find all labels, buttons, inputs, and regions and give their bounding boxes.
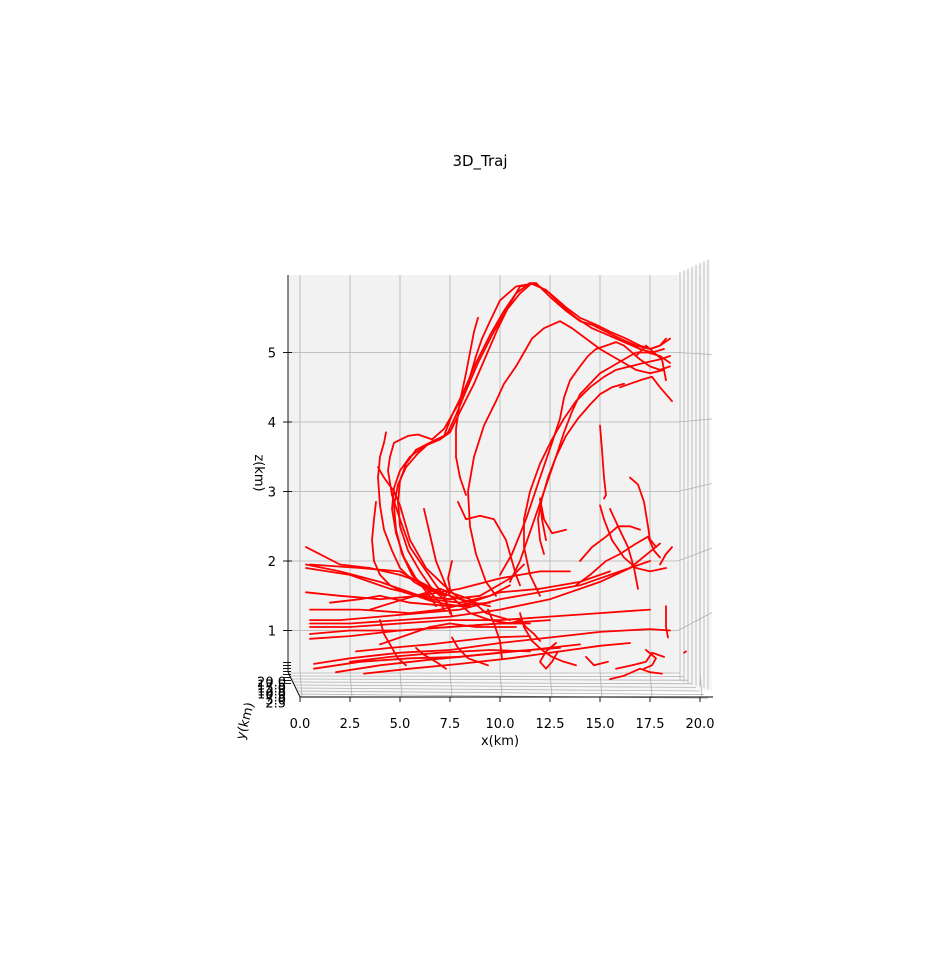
side-pane <box>678 260 712 690</box>
y-floor-grid-line <box>298 693 709 699</box>
trajectory-line <box>647 535 661 559</box>
trajectory-line <box>335 643 581 674</box>
trajectory-line <box>615 651 665 670</box>
chart-title: 3D_Traj <box>452 152 507 171</box>
trajectory-line <box>585 656 609 667</box>
trajectory-line <box>363 642 631 675</box>
trajectory-line <box>487 608 503 660</box>
z-tick-label: 2 <box>268 555 276 570</box>
trajectory-line <box>519 612 577 667</box>
trajectory-line <box>355 635 531 653</box>
trajectory-line <box>499 341 671 576</box>
x-tick-label: 17.5 <box>636 717 665 732</box>
y-tick-label: 17.5 <box>257 679 286 694</box>
trajectory-line <box>309 542 661 625</box>
y-axis-label: y(km) <box>233 701 257 742</box>
trajectory-line <box>393 282 533 608</box>
trajectory-line <box>599 424 607 500</box>
y-floor-grid-line <box>292 681 693 685</box>
trajectory-line <box>451 636 489 667</box>
trajectory-line <box>455 316 479 496</box>
trajectory-line <box>539 497 567 541</box>
trajectory-line <box>635 344 667 382</box>
trajectory-line <box>599 504 667 573</box>
trajectory-line <box>683 650 687 654</box>
trajectory-line <box>423 507 541 642</box>
x-tick-label: 10.0 <box>486 717 515 732</box>
trajectory-line <box>371 500 471 608</box>
z-tick-label: 5 <box>268 347 276 362</box>
trajectory-line <box>609 507 639 590</box>
trajectory-line <box>379 619 407 667</box>
trajectory-line <box>467 320 665 597</box>
x-tick-label: 5.0 <box>390 717 411 732</box>
ticks-layer: 0.0 2.5 5.0 7.5 10.0 12.5 15.0 17.5 20.01234520.… <box>257 347 714 733</box>
trajectory-line <box>665 605 669 639</box>
trajectory-line <box>349 649 531 663</box>
series-layer <box>305 282 687 680</box>
x-tick-label: 20.0 <box>686 717 715 732</box>
y-floor-grid-line <box>295 687 701 692</box>
trajectory-line <box>539 642 559 670</box>
trajectory-line <box>619 375 673 403</box>
y-axis-line <box>287 671 301 698</box>
x-tick-label: 7.5 <box>440 717 461 732</box>
trajectory-line <box>397 282 665 618</box>
x-tick-label: 0.0 <box>290 717 311 732</box>
y-tick-label: 5.0 <box>265 694 286 709</box>
z-tick-label: 3 <box>268 486 276 501</box>
z-tick-label: 4 <box>268 416 276 431</box>
trajectory-line <box>305 570 571 601</box>
axes-layer <box>283 275 713 702</box>
trajectory-line <box>309 608 651 628</box>
trajectory-line <box>629 476 651 541</box>
trajectory-line <box>523 355 671 597</box>
trajectory-line <box>309 570 611 614</box>
x-axis-label: x(km) <box>481 734 519 749</box>
y-tick-label: 7.5 <box>265 691 286 706</box>
trajectory-line <box>377 431 447 597</box>
trajectory-line <box>609 667 663 680</box>
y-tick-label: 15.0 <box>257 682 286 697</box>
floor-pane <box>288 672 712 697</box>
trajectory-line <box>509 351 671 583</box>
y-tick-label: 10.0 <box>257 688 286 703</box>
trajectory-line <box>579 525 641 562</box>
trajectory-line <box>379 622 517 646</box>
trajectory-line <box>537 382 625 555</box>
y-floor-grid-line <box>293 684 697 688</box>
y-floor-grid-line <box>296 690 705 695</box>
x-tick-label: 12.5 <box>536 717 565 732</box>
z-axis-label: z(km) <box>251 454 266 491</box>
x-tick-label: 2.5 <box>340 717 361 732</box>
y-floor-grid-line <box>290 678 689 681</box>
y-tick-label: 2.5 <box>265 697 286 712</box>
x-tick-label: 15.0 <box>586 717 615 732</box>
trajectory-line <box>659 546 673 566</box>
y-tick-label: 12.5 <box>257 685 286 700</box>
trajectory-line <box>415 647 447 670</box>
y-tick-label: 20.0 <box>257 676 286 691</box>
z-tick-label: 1 <box>268 625 276 640</box>
trajectory-line <box>377 466 467 604</box>
